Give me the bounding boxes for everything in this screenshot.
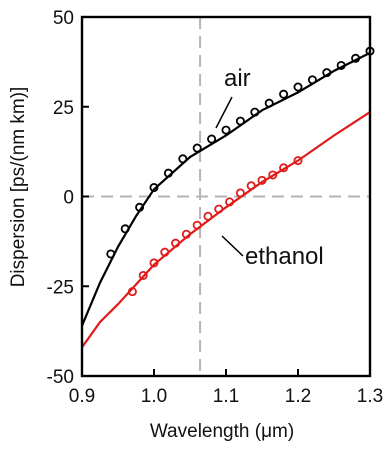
air-fit-line: [80, 51, 371, 327]
ethanol-data-point: [257, 175, 267, 185]
ethanol-data-point: [127, 287, 137, 297]
air-data-point: [120, 224, 130, 234]
ethanol-data-point: [225, 197, 235, 207]
air-annotation: air: [224, 65, 251, 92]
ethanol-data-point: [246, 181, 256, 191]
ethanol-data-point: [214, 204, 224, 214]
ethanol-leader-line: [221, 235, 244, 257]
air-data-point: [135, 202, 145, 212]
ethanol-data-point: [192, 220, 202, 230]
air-data-point: [322, 68, 332, 78]
air-data-point: [192, 143, 202, 153]
ethanol-fit-line: [81, 111, 371, 348]
air-data-point: [235, 116, 245, 126]
x-axis-label: Wavelength (μm): [150, 421, 294, 442]
ethanol-annotation: ethanol: [245, 243, 324, 270]
x-tick-label: 1.0: [141, 386, 167, 407]
plot-layer: 0.9 1.0 1.1 1.2 1.3 -50 -25 0 25 50: [47, 8, 384, 407]
air-data-point: [336, 60, 346, 70]
air-data-point: [264, 98, 274, 108]
air-data-point: [221, 125, 231, 135]
ethanol-data-point: [171, 238, 181, 248]
air-data-point: [351, 53, 361, 63]
ethanol-data-point: [293, 156, 303, 166]
x-tick-label: 1.2: [285, 386, 311, 407]
x-tick-label: 0.9: [69, 386, 95, 407]
x-tick-label: 1.1: [213, 386, 239, 407]
ethanol-data-point: [279, 163, 289, 173]
air-data-point: [307, 75, 317, 85]
air-data-point: [149, 183, 159, 193]
y-tick-label: -25: [47, 277, 74, 298]
air-data-point: [178, 154, 188, 164]
air-data-point: [250, 107, 260, 117]
ethanol-data-point: [138, 270, 148, 280]
ethanol-data-point: [235, 188, 245, 198]
air-data-point: [106, 249, 116, 259]
y-tick-label: -50: [47, 367, 74, 388]
y-tick-label: 0: [63, 188, 74, 209]
ethanol-data-point: [203, 211, 213, 221]
ethanol-data-point: [149, 258, 159, 268]
air-leader-line: [215, 96, 233, 129]
ethanol-data-point: [181, 229, 191, 239]
x-tick-label: 1.3: [357, 386, 383, 407]
y-tick-label: 25: [53, 98, 74, 119]
ethanol-data-point: [268, 170, 278, 180]
air-data-point: [207, 134, 217, 144]
ethanol-data-point: [160, 247, 170, 257]
air-data-point: [293, 82, 303, 92]
y-axis-label: Dispersion [ps/(nm km)]: [8, 87, 29, 288]
air-data-point: [279, 89, 289, 99]
y-tick-label: 50: [53, 8, 74, 29]
air-data-point: [163, 168, 173, 178]
